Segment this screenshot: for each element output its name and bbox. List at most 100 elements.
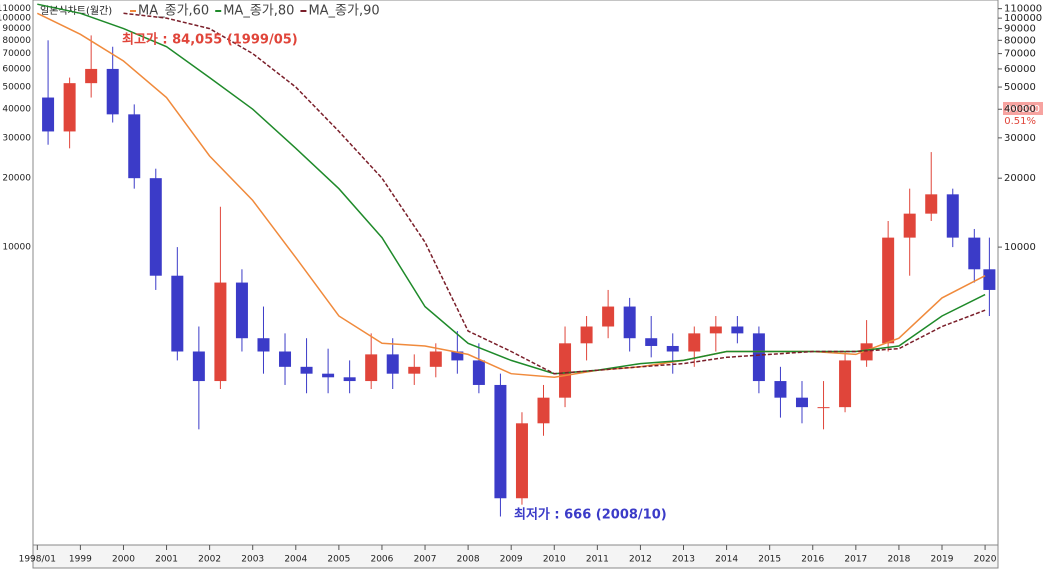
x-tick-label: 2014: [715, 555, 738, 565]
plot-frame: [32, 0, 999, 546]
candle-body: [688, 333, 701, 352]
x-tick-label: 2002: [198, 555, 221, 565]
x-tick-label: 2020: [974, 555, 997, 565]
candle-body: [494, 384, 507, 499]
candle-body: [85, 68, 98, 84]
y-tick-label: 90000: [1004, 24, 1036, 35]
candle-body: [925, 194, 938, 214]
candle-body: [882, 237, 895, 344]
last-price-box: [1003, 102, 1043, 115]
y-tick-label-left: 110000: [0, 4, 31, 14]
candle-body: [257, 338, 270, 352]
candle-body: [214, 282, 227, 382]
x-tick-label: 2001: [155, 555, 178, 565]
candle-body: [149, 178, 162, 276]
candle-body: [968, 237, 981, 270]
candle-body: [408, 366, 421, 374]
y-tick-label: 110000: [1004, 4, 1042, 15]
candle-body: [946, 194, 959, 238]
y-tick-label-left: 20000: [2, 174, 31, 184]
y-tick-label-left: 100000: [0, 14, 31, 24]
candle-body: [623, 306, 636, 339]
candle-body: [515, 423, 528, 499]
ma-line: [123, 12, 986, 375]
x-tick-label: 2009: [500, 555, 523, 565]
x-tick-label: 2017: [844, 555, 867, 565]
last-price: 39,800: [1005, 104, 1040, 115]
ma-line: [37, 3, 986, 375]
candle-body: [709, 326, 722, 334]
y-tick-label: 100000: [1004, 13, 1042, 24]
x-tick-label: 1999: [69, 555, 92, 565]
candle-body: [343, 377, 356, 382]
candle-body: [559, 343, 572, 398]
y-tick-label-left: 10000: [2, 243, 31, 253]
x-tick-label: 2003: [241, 555, 264, 565]
legend-label: MA_종가,80: [223, 4, 294, 19]
candle-body: [429, 351, 442, 367]
y-tick-label-left: 90000: [2, 24, 31, 34]
candle-body: [752, 333, 765, 382]
x-tick-label: 2015: [758, 555, 781, 565]
x-tick-label: 2010: [543, 555, 566, 565]
y-tick-label: 70000: [1004, 49, 1036, 60]
candle-body: [63, 83, 76, 132]
candle-body: [192, 351, 205, 382]
candle-body: [903, 213, 916, 238]
candle-body: [645, 338, 658, 346]
y-tick-label-left: 70000: [2, 49, 31, 59]
x-tick-label: 2019: [931, 555, 954, 565]
candle-body: [774, 381, 787, 398]
candle-body: [666, 345, 679, 352]
x-axis-band: [32, 544, 999, 569]
x-tick-label: 2005: [327, 555, 350, 565]
y-tick-label: 10000: [1004, 242, 1036, 253]
y-tick-label-left: 50000: [2, 83, 31, 93]
x-tick-label: 2008: [457, 555, 480, 565]
candle-body: [731, 326, 744, 334]
x-tick-label: 2006: [370, 555, 393, 565]
candle-body: [580, 326, 593, 344]
last-change: 0.51%: [1004, 116, 1036, 127]
x-tick-label: 2007: [414, 555, 437, 565]
legend: MA_종가,60 MA_종가,80 MA_종가,90: [130, 4, 380, 19]
legend-label: MA_종가,90: [308, 4, 379, 19]
candle-body: [386, 354, 399, 374]
x-tick-label: 2013: [672, 555, 695, 565]
y-tick-label-left: 60000: [2, 64, 31, 74]
candle-body: [983, 269, 996, 290]
candle-body: [860, 343, 873, 361]
x-tick-label: 2018: [887, 555, 910, 565]
candle-body: [171, 275, 184, 352]
x-tick-label: 2011: [586, 555, 609, 565]
x-tick-label: 2012: [629, 555, 652, 565]
candle-body: [817, 407, 830, 409]
y-tick-label-left: 40000: [2, 105, 31, 115]
candle-body: [322, 373, 335, 378]
y-tick-label: 60000: [1004, 64, 1036, 75]
ma-line: [36, 12, 986, 379]
candle-body: [42, 97, 55, 132]
high-annotation: 최고가 : 84,055 (1999/05): [122, 33, 298, 48]
candle-body: [451, 351, 464, 361]
candle-body: [365, 354, 378, 382]
plot: [36, 3, 996, 517]
candle-body: [472, 360, 485, 385]
candle-body: [795, 397, 808, 408]
candle-body: [279, 351, 292, 367]
x-tick-label: 2004: [284, 555, 307, 565]
y-tick-label: 20000: [1004, 173, 1036, 184]
y-tick-label-left: 30000: [2, 133, 31, 143]
y-tick-label: 30000: [1004, 133, 1036, 144]
y-tick-label-left: 80000: [2, 36, 31, 46]
candle-body: [300, 366, 313, 374]
y-tick-label: 50000: [1004, 82, 1036, 93]
candle-body: [602, 306, 615, 327]
candle-body: [537, 397, 550, 424]
x-tick-label: 2016: [801, 555, 824, 565]
legend-label: MA_종가,60: [138, 4, 209, 19]
candle-body: [106, 68, 119, 115]
x-tick-label: 2000: [112, 555, 135, 565]
